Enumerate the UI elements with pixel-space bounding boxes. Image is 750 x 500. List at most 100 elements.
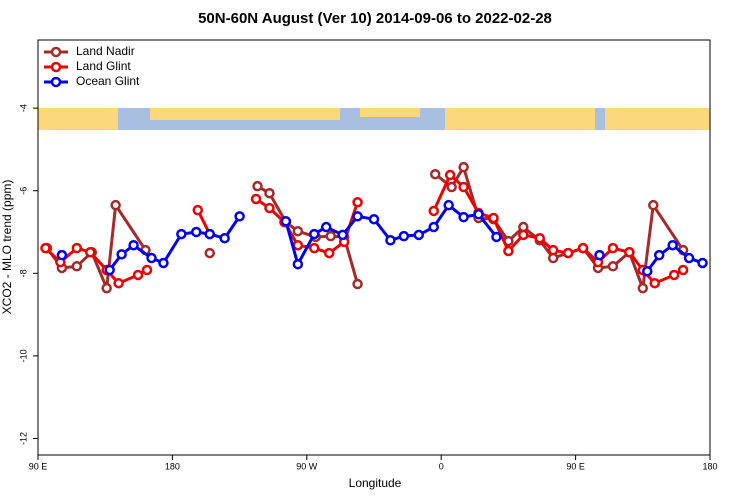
- data-point: [683, 252, 695, 264]
- x-tick-label: 180: [702, 461, 717, 471]
- data-point: [292, 258, 304, 270]
- data-point: [637, 282, 649, 294]
- data-point: [518, 229, 529, 241]
- plot-frame: [37, 39, 711, 456]
- data-point: [204, 247, 215, 259]
- data-point: [110, 199, 121, 211]
- data-point: [594, 249, 605, 261]
- data-point: [668, 269, 680, 281]
- map-strip: [38, 108, 710, 130]
- data-point: [624, 246, 635, 258]
- map-land: [150, 108, 340, 120]
- data-point: [398, 230, 410, 242]
- legend-marker: [50, 46, 62, 58]
- data-point: [337, 229, 348, 241]
- data-point: [667, 239, 678, 251]
- data-point: [234, 211, 245, 222]
- legend-marker: [50, 61, 62, 73]
- y-axis-label: XCO2 - MLO trend (ppm): [0, 180, 14, 315]
- data-point: [352, 197, 363, 208]
- map-land: [445, 108, 595, 130]
- map-land: [38, 108, 118, 130]
- data-point: [607, 261, 619, 272]
- data-point: [219, 232, 230, 244]
- data-point: [547, 244, 559, 256]
- data-point: [264, 187, 275, 199]
- legend-label: Land Glint: [76, 59, 131, 73]
- data-point: [503, 245, 514, 257]
- data-point: [446, 181, 457, 193]
- data-point: [642, 265, 653, 277]
- data-point: [491, 231, 502, 243]
- series-line: [44, 172, 684, 286]
- data-point: [252, 180, 263, 192]
- data-point: [649, 277, 660, 289]
- data-point: [458, 211, 469, 223]
- data-point: [458, 181, 469, 193]
- data-point: [264, 202, 275, 214]
- data-point: [132, 269, 144, 281]
- data-point: [85, 246, 96, 258]
- x-tick-label: 90 E: [566, 461, 585, 471]
- legend-label: Land Nadir: [76, 44, 135, 58]
- x-tick-label: 90 W: [296, 461, 318, 471]
- data-point: [428, 205, 439, 217]
- data-point: [204, 228, 215, 240]
- y-tick-label: -8: [18, 269, 28, 277]
- data-point: [352, 211, 363, 222]
- data-point: [413, 229, 425, 241]
- y-tick-label: -10: [18, 349, 28, 362]
- data-point: [428, 221, 439, 233]
- data-point: [176, 228, 187, 240]
- data-point: [292, 225, 304, 237]
- y-tick-label: -12: [18, 432, 28, 445]
- data-point: [697, 257, 708, 269]
- data-point: [56, 249, 68, 261]
- data-point: [280, 216, 292, 227]
- data-point: [158, 257, 169, 269]
- data-point: [653, 249, 665, 261]
- x-tick-label: 0: [439, 461, 444, 471]
- data-point: [71, 261, 83, 272]
- x-axis-label: Longitude: [349, 476, 402, 490]
- data-point: [309, 242, 320, 254]
- data-point: [323, 247, 335, 259]
- data-point: [192, 204, 204, 216]
- data-point: [473, 209, 484, 220]
- data-point: [113, 277, 124, 289]
- data-point: [250, 193, 262, 205]
- data-point: [607, 242, 619, 254]
- data-point: [71, 242, 83, 254]
- map-land: [360, 108, 420, 117]
- data-point: [141, 264, 153, 276]
- x-tick-label: 90 E: [29, 461, 48, 471]
- data-point: [320, 221, 332, 233]
- data-point: [352, 278, 363, 290]
- data-point: [562, 247, 574, 259]
- data-point: [116, 249, 127, 260]
- data-point: [648, 199, 659, 211]
- legend-marker: [50, 76, 62, 88]
- data-point: [443, 199, 454, 211]
- data-point: [677, 264, 689, 276]
- x-tick-label: 180: [165, 461, 180, 471]
- data-point: [309, 228, 320, 240]
- data-point: [128, 239, 139, 251]
- data-point: [458, 161, 469, 173]
- data-point: [577, 242, 589, 254]
- chart-title: 50N-60N August (Ver 10) 2014-09-06 to 20…: [198, 10, 552, 27]
- data-point: [101, 282, 112, 294]
- data-point: [444, 169, 456, 181]
- data-point: [325, 230, 336, 242]
- data-point: [429, 168, 441, 180]
- data-point: [40, 242, 51, 254]
- data-point: [534, 232, 546, 244]
- data-point: [146, 252, 157, 264]
- map-land: [605, 108, 710, 130]
- data-point: [385, 235, 396, 246]
- y-tick-label: -6: [18, 187, 28, 195]
- data-point: [488, 212, 499, 224]
- y-tick-label: -4: [18, 104, 28, 112]
- legend-label: Ocean Glint: [76, 74, 140, 88]
